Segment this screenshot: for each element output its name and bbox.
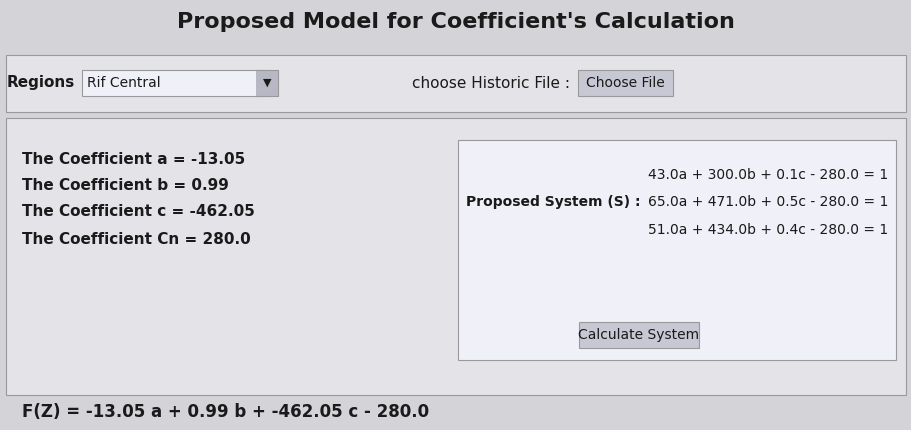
FancyBboxPatch shape — [457, 140, 895, 360]
Text: Proposed Model for Coefficient's Calculation: Proposed Model for Coefficient's Calcula… — [177, 12, 734, 32]
FancyBboxPatch shape — [6, 118, 905, 395]
FancyBboxPatch shape — [6, 55, 905, 112]
Text: choose Historic File :: choose Historic File : — [412, 76, 569, 90]
Text: Calculate System: Calculate System — [578, 328, 699, 342]
FancyBboxPatch shape — [578, 70, 672, 96]
Text: F(Z) = -13.05 a + 0.99 b + -462.05 c - 280.0: F(Z) = -13.05 a + 0.99 b + -462.05 c - 2… — [22, 403, 429, 421]
Text: Rif Central: Rif Central — [87, 76, 160, 90]
FancyBboxPatch shape — [82, 70, 270, 96]
Text: Regions: Regions — [6, 76, 75, 90]
FancyBboxPatch shape — [256, 70, 278, 96]
Text: Choose File: Choose File — [585, 76, 663, 90]
Text: The Coefficient c = -462.05: The Coefficient c = -462.05 — [22, 205, 254, 219]
Text: Proposed System (S) :: Proposed System (S) : — [466, 195, 640, 209]
Text: 51.0a + 434.0b + 0.4c - 280.0 = 1: 51.0a + 434.0b + 0.4c - 280.0 = 1 — [647, 223, 887, 237]
Text: The Coefficient Cn = 280.0: The Coefficient Cn = 280.0 — [22, 231, 251, 246]
FancyBboxPatch shape — [578, 322, 698, 348]
Text: The Coefficient b = 0.99: The Coefficient b = 0.99 — [22, 178, 229, 193]
Text: 65.0a + 471.0b + 0.5c - 280.0 = 1: 65.0a + 471.0b + 0.5c - 280.0 = 1 — [647, 195, 887, 209]
Text: The Coefficient a = -13.05: The Coefficient a = -13.05 — [22, 153, 245, 168]
Text: ▼: ▼ — [262, 78, 271, 88]
Text: 43.0a + 300.0b + 0.1c - 280.0 = 1: 43.0a + 300.0b + 0.1c - 280.0 = 1 — [647, 168, 887, 182]
